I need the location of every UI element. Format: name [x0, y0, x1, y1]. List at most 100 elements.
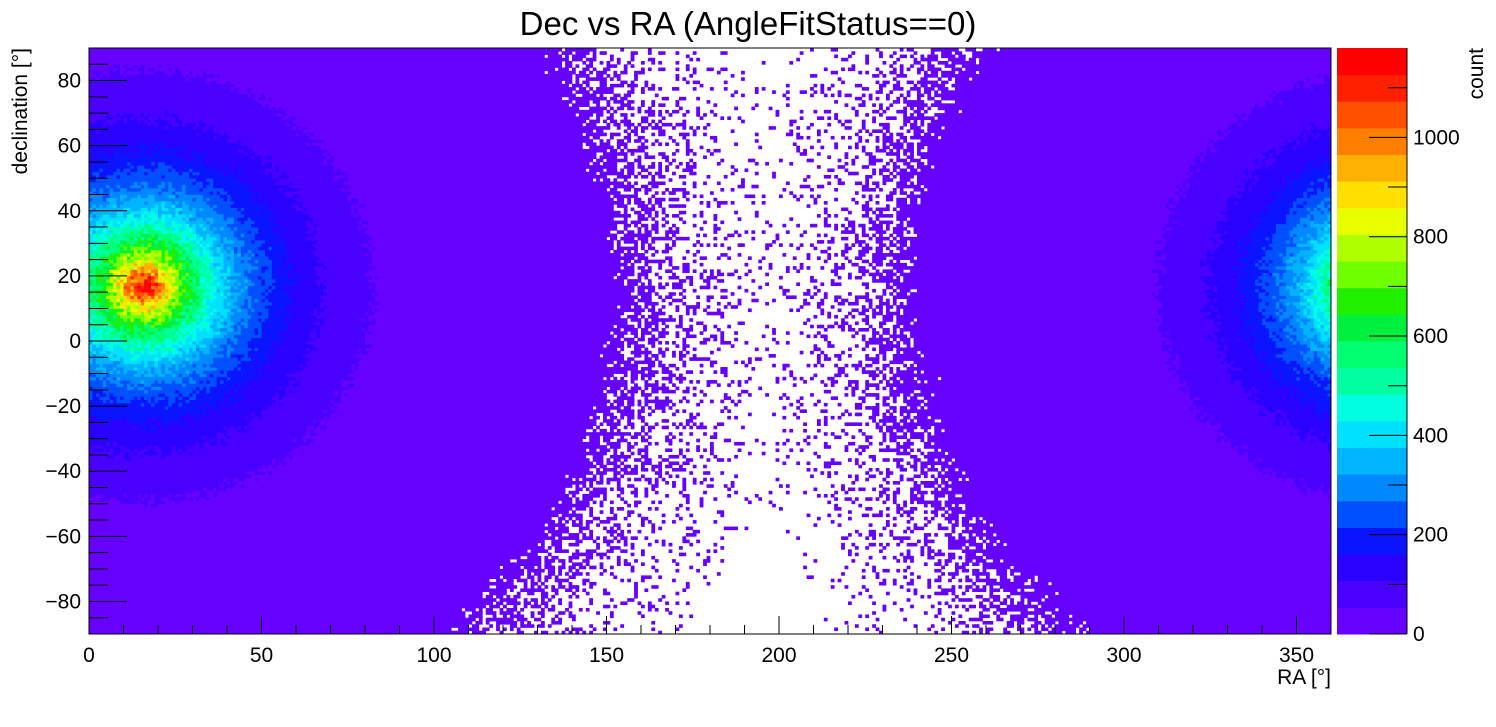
heatmap-cell — [164, 585, 169, 589]
heatmap-cell — [106, 135, 111, 140]
heatmap-cell — [130, 256, 135, 260]
heatmap-cell — [140, 562, 145, 566]
heatmap-cell — [175, 360, 180, 365]
heatmap-cell — [147, 214, 152, 218]
heatmap-cell — [158, 217, 162, 221]
heatmap-cell — [89, 266, 93, 270]
heatmap-cell — [161, 298, 166, 303]
heatmap-cell — [140, 494, 145, 498]
heatmap-cell — [120, 103, 124, 107]
heatmap-cell — [151, 516, 155, 521]
heatmap-cell — [158, 288, 162, 293]
heatmap-cell — [151, 256, 155, 260]
heatmap-cell — [130, 389, 135, 394]
heatmap-cell — [161, 419, 166, 423]
heatmap-cell — [161, 386, 166, 391]
heatmap-cell — [168, 67, 173, 72]
heatmap-cell — [158, 171, 162, 176]
heatmap-cell — [89, 327, 93, 332]
heatmap-cell — [161, 516, 166, 521]
heatmap-cell — [95, 510, 100, 514]
heatmap-cell — [102, 539, 107, 544]
heatmap-cell — [113, 240, 117, 244]
heatmap-cell — [95, 546, 100, 550]
heatmap-cell — [109, 552, 114, 557]
heatmap-cell — [168, 220, 173, 225]
heatmap-cell — [164, 624, 169, 628]
heatmap-cell — [168, 113, 173, 117]
heatmap-cell — [161, 217, 166, 221]
heatmap-cell — [147, 230, 152, 234]
heatmap-cell — [102, 217, 107, 221]
heatmap-cell — [137, 614, 142, 619]
heatmap-cell — [116, 93, 121, 98]
heatmap-cell — [113, 458, 117, 462]
heatmap-cell — [102, 119, 107, 124]
heatmap-cell — [99, 497, 104, 501]
heatmap-cell — [109, 272, 114, 277]
heatmap-cell — [154, 572, 159, 576]
heatmap-cell — [106, 494, 111, 498]
heatmap-cell — [178, 354, 183, 358]
heatmap-cell — [140, 301, 145, 306]
heatmap-cell — [137, 321, 142, 326]
heatmap-cell — [137, 308, 142, 313]
heatmap-cell — [161, 204, 166, 208]
heatmap-cell — [158, 367, 162, 371]
heatmap-cell — [92, 301, 97, 306]
heatmap-cell — [161, 334, 166, 339]
heatmap-cell — [168, 581, 173, 586]
heatmap-cell — [99, 220, 104, 225]
heatmap-cell — [113, 490, 117, 495]
heatmap-cell — [126, 396, 131, 400]
heatmap-cell — [178, 607, 183, 612]
heatmap-cell — [140, 126, 145, 130]
heatmap-cell — [89, 119, 93, 124]
heatmap-cell — [95, 428, 100, 433]
heatmap-cell — [95, 425, 100, 430]
heatmap-cell — [92, 158, 97, 163]
heatmap-cell — [175, 487, 180, 492]
heatmap-cell — [106, 331, 111, 335]
heatmap-cell — [168, 523, 173, 527]
heatmap-cell — [123, 178, 128, 182]
heatmap-cell — [164, 292, 169, 296]
heatmap-cell — [106, 487, 111, 492]
heatmap-cell — [137, 533, 142, 537]
heatmap-cell — [175, 132, 180, 137]
heatmap-cell — [147, 308, 152, 313]
heatmap-cell — [133, 572, 138, 576]
heatmap-cell — [89, 272, 93, 277]
heatmap-cell — [133, 516, 138, 521]
heatmap-cell — [120, 578, 124, 583]
heatmap-cell — [130, 269, 135, 273]
heatmap-cell — [161, 503, 166, 508]
heatmap-cell — [137, 158, 142, 163]
heatmap-cell — [95, 201, 100, 205]
heatmap-cell — [137, 507, 142, 511]
heatmap-cell — [130, 575, 135, 580]
heatmap-cell — [175, 461, 180, 466]
heatmap-cell — [151, 191, 155, 195]
heatmap-cell — [151, 526, 155, 531]
heatmap-cell — [89, 223, 93, 228]
heatmap-cell — [161, 240, 166, 244]
heatmap-cell — [89, 187, 93, 192]
heatmap-cell — [151, 262, 155, 267]
heatmap-cell — [171, 204, 176, 208]
heatmap-cell — [137, 490, 142, 495]
heatmap-cell — [140, 536, 145, 540]
heatmap-cell — [151, 406, 155, 410]
heatmap-cell — [168, 184, 173, 189]
heatmap-cell — [92, 464, 97, 469]
heatmap-cell — [120, 70, 124, 75]
heatmap-cell — [164, 282, 169, 287]
heatmap-cell — [99, 148, 104, 153]
heatmap-cell — [123, 174, 128, 179]
heatmap-cell — [92, 116, 97, 120]
heatmap-cell — [106, 559, 111, 563]
heatmap-cell — [147, 67, 152, 72]
heatmap-cell — [133, 425, 138, 430]
heatmap-cell — [164, 477, 169, 482]
heatmap-cell — [130, 620, 135, 625]
